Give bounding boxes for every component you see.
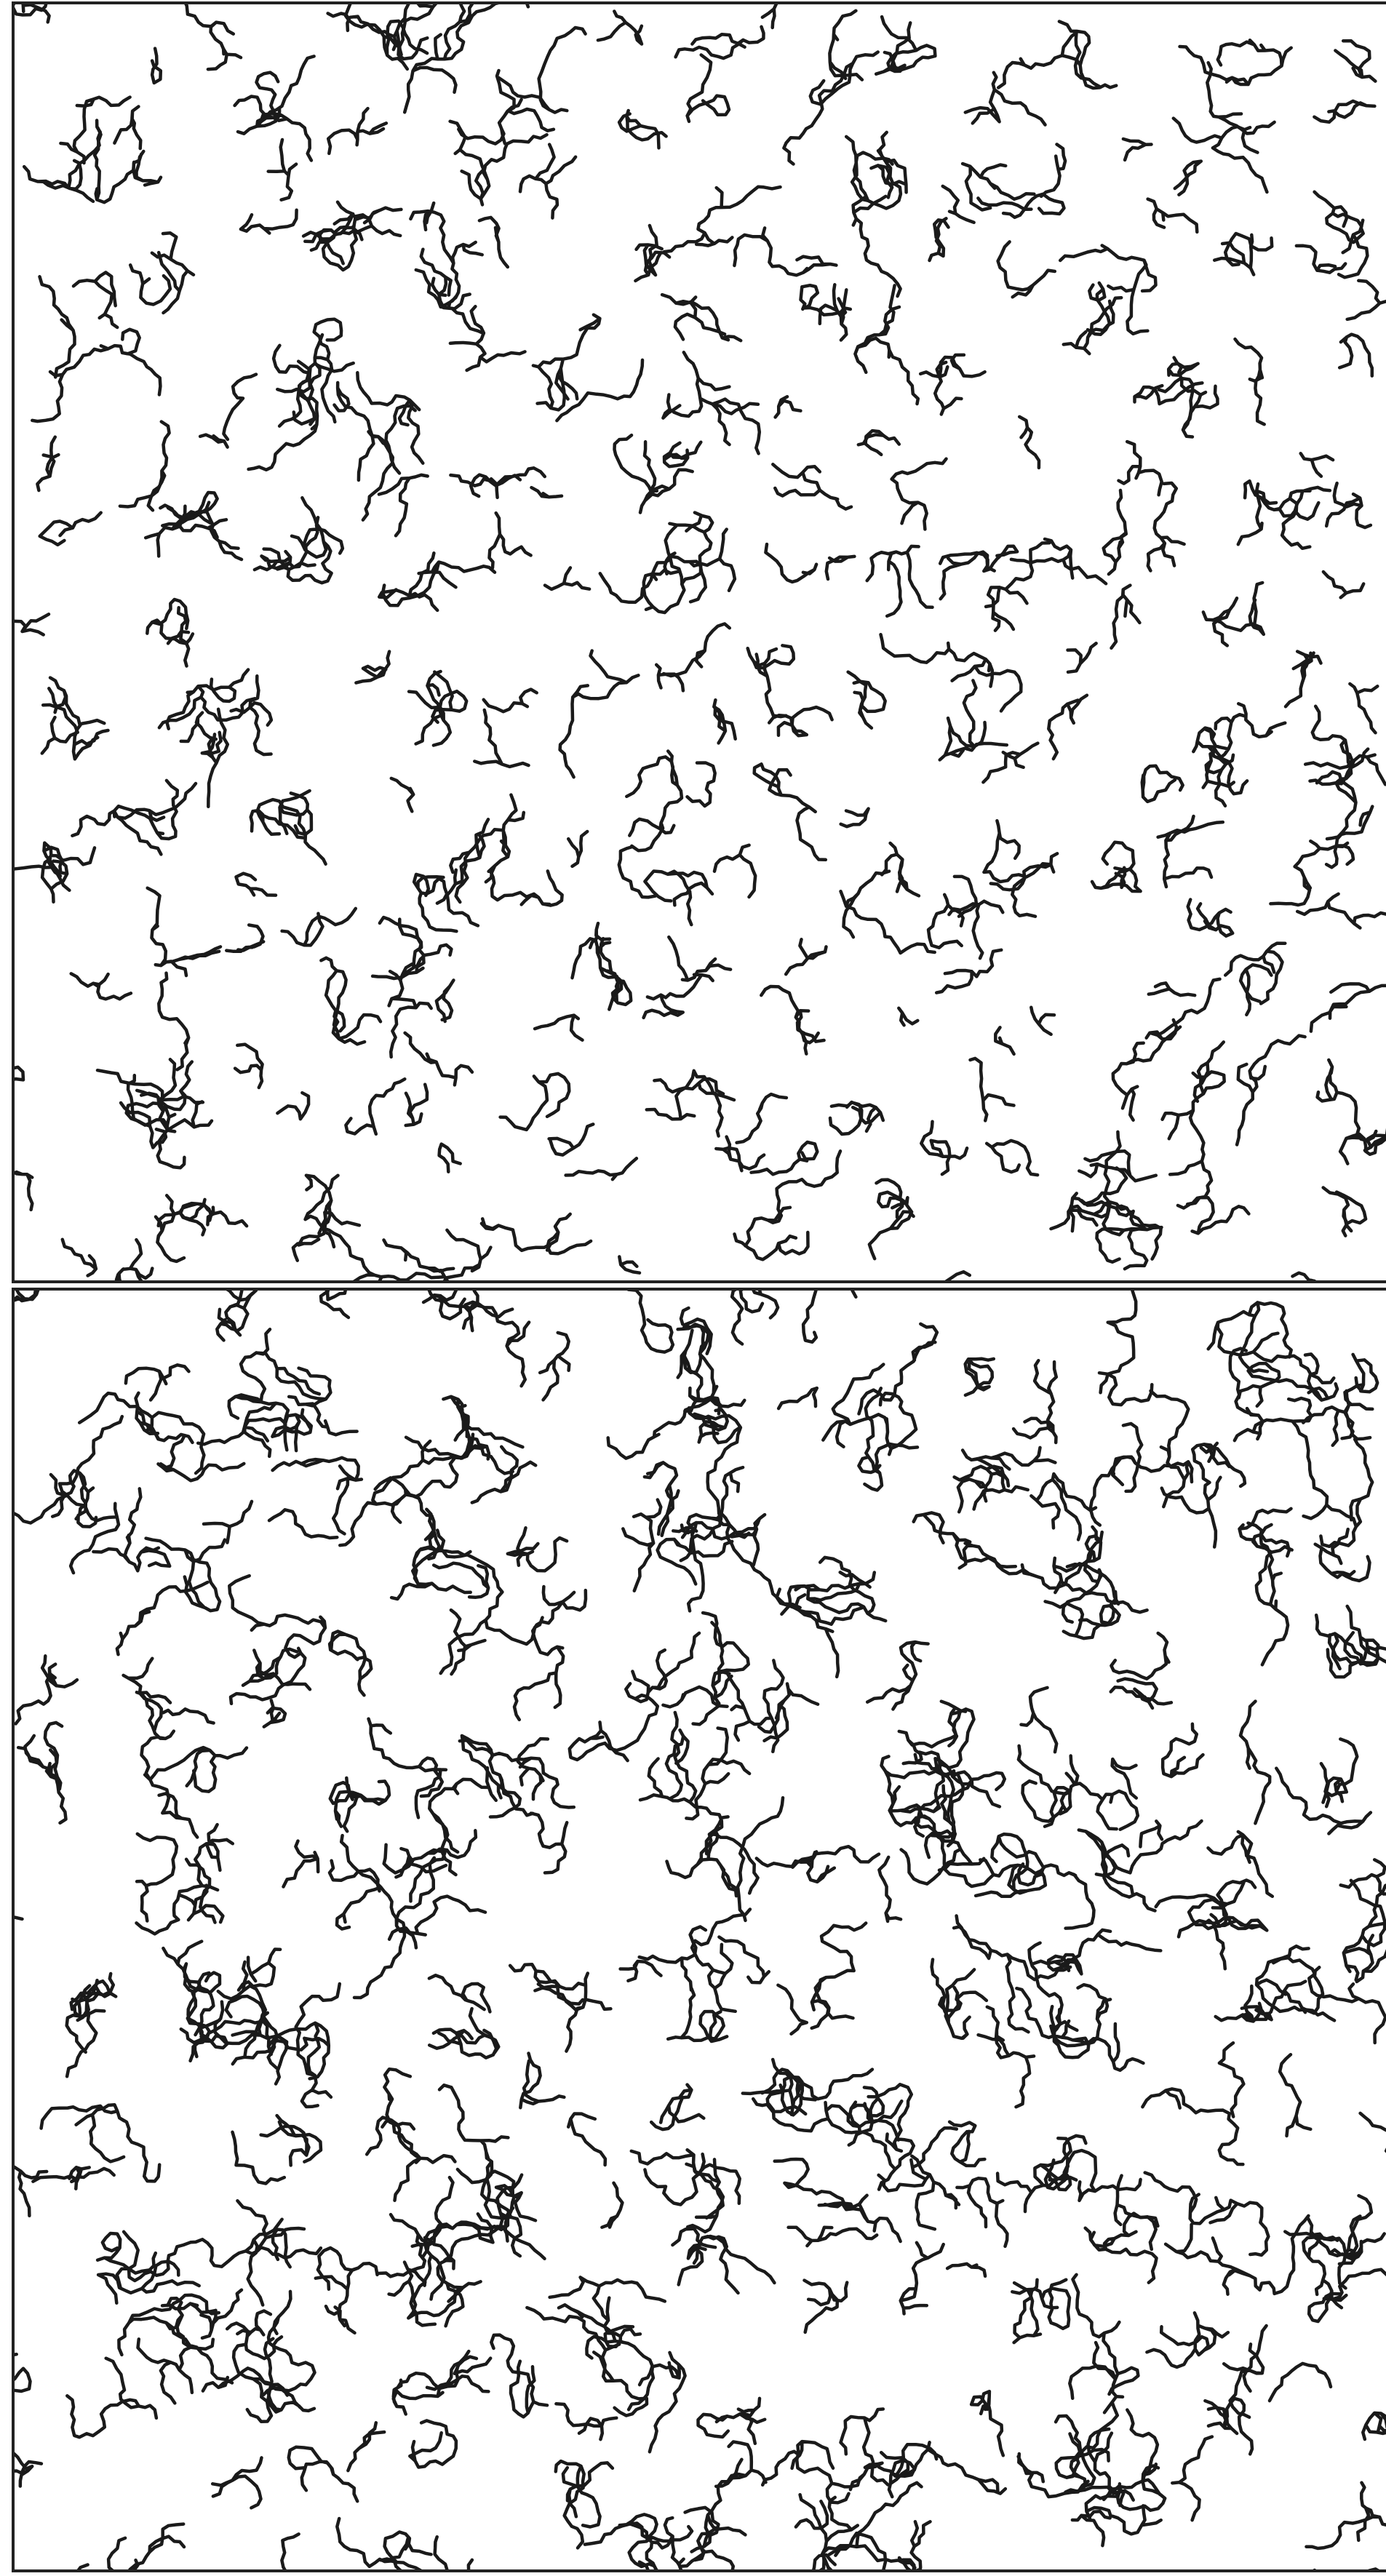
figure	[0, 0, 1386, 2576]
page: (() => { JSON.parse(document.getElementB…	[0, 0, 1386, 2576]
